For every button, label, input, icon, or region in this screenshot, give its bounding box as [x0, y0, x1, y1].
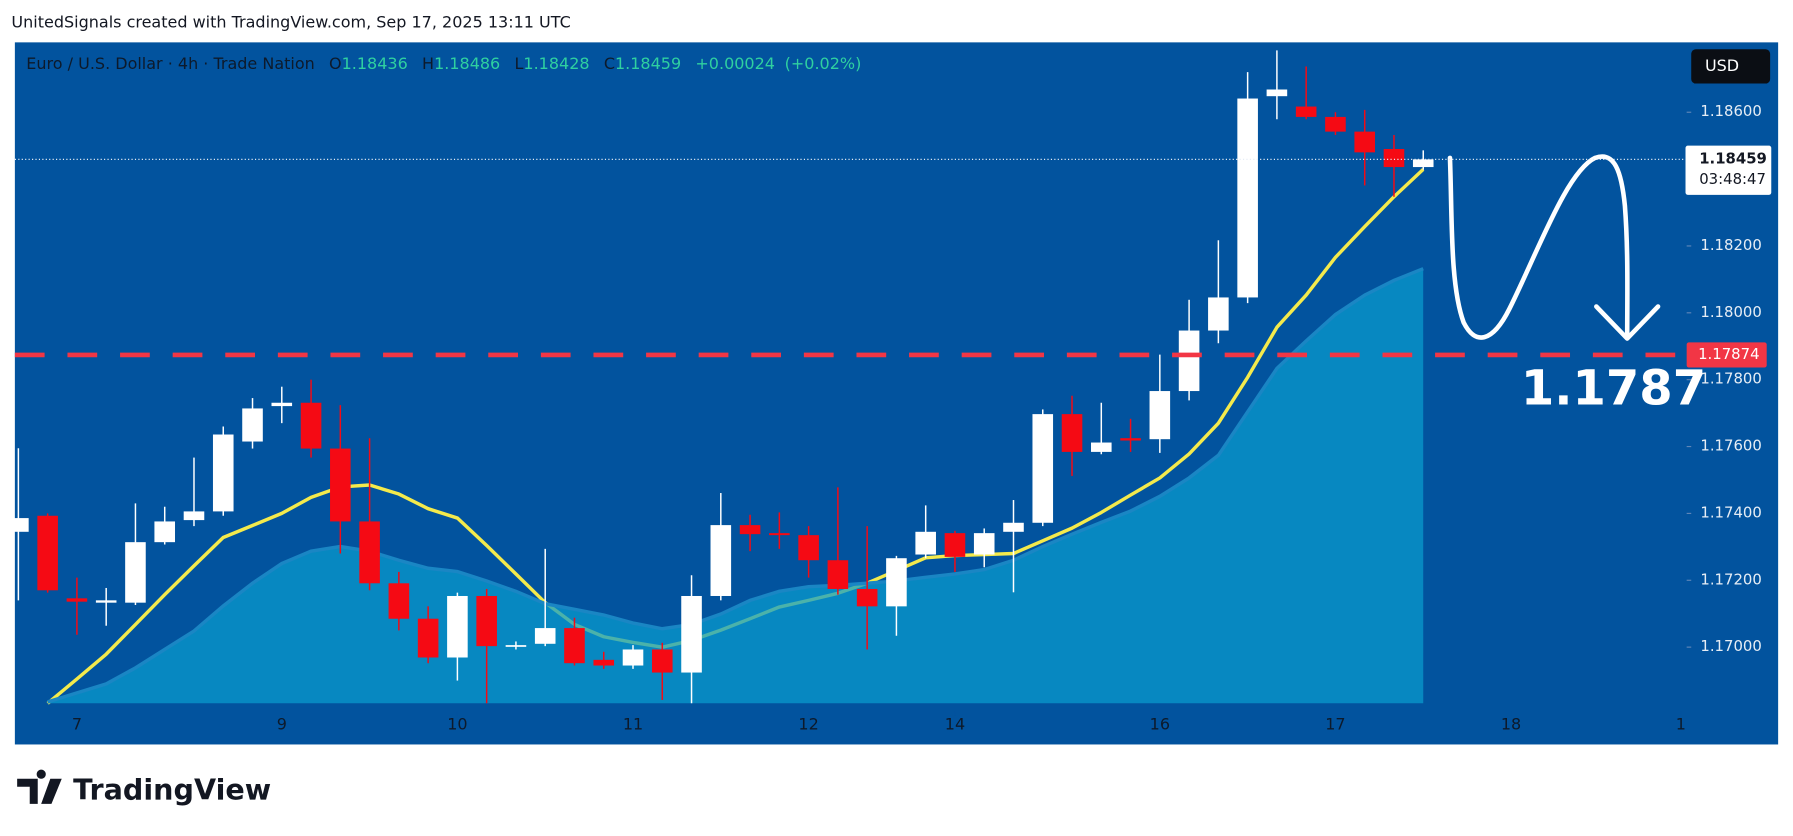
- x-tick-label: 17: [1325, 715, 1345, 734]
- candle-body: [681, 595, 702, 673]
- candle-body: [1178, 330, 1200, 392]
- overlay: 1.17000 1.17200 1.17400 1.17600 1.17800 1.180…: [14, 102, 1772, 734]
- x-tick-label: 12: [798, 715, 818, 734]
- change-pct: (+0.02%): [785, 54, 862, 73]
- currency[interactable]: USD: [1705, 56, 1739, 75]
- ohlc-key: H: [422, 54, 434, 73]
- credit: UnitedSignals created with TradingView.c…: [11, 12, 570, 31]
- x-tick-label: 16: [1150, 715, 1170, 734]
- candle-body: [95, 600, 117, 603]
- candle-body: [125, 542, 146, 603]
- candle-body: [1266, 89, 1288, 97]
- candle-body: [242, 408, 263, 442]
- ohlc-value: 1.18459: [615, 54, 681, 73]
- candle-body: [827, 560, 849, 589]
- currency-button[interactable]: [1691, 49, 1771, 84]
- ohlc-key: O: [329, 54, 342, 73]
- y-tick-label: 1.18000: [1700, 303, 1761, 321]
- x-tick-label: 18: [1501, 715, 1521, 734]
- y-tick-label: 1.18600: [1700, 102, 1761, 120]
- current-price-box: [1685, 145, 1772, 195]
- level-annotation: 1.1787: [1521, 361, 1706, 417]
- candle-body: [944, 533, 966, 557]
- countdown: 03:48:47: [1699, 170, 1766, 188]
- y-tick-label: 1.17600: [1700, 437, 1761, 455]
- candle-body: [37, 515, 58, 591]
- candle-body: [915, 531, 936, 555]
- candle-body: [417, 618, 439, 658]
- logo-text: TradingView: [73, 772, 271, 806]
- logo-icon: [17, 769, 62, 804]
- candle-body: [1237, 98, 1258, 298]
- y-tick-label: 1.17800: [1700, 370, 1761, 388]
- candle-body: [359, 521, 380, 584]
- candle-body: [710, 525, 732, 596]
- candle-body: [66, 598, 88, 602]
- candle-body: [1120, 438, 1141, 441]
- ma-area-edge: [47, 267, 1424, 704]
- ohlc-key: L: [514, 54, 523, 73]
- x-tick-label: 10: [447, 715, 467, 734]
- candle-body: [447, 595, 468, 658]
- candle-body: [1383, 149, 1405, 168]
- ohlc-value: 1.18428: [523, 54, 589, 73]
- candle-body: [300, 402, 322, 449]
- level-box: [1686, 342, 1767, 368]
- x-tick-label: 11: [623, 715, 643, 734]
- candle-body: [856, 588, 878, 607]
- ohlc-value: 1.18436: [342, 54, 408, 73]
- candle-body: [622, 649, 644, 666]
- level-label: 1.17874: [1698, 345, 1759, 363]
- candle-body: [1412, 159, 1434, 168]
- candle-body: [769, 533, 790, 536]
- candle-body: [534, 628, 556, 644]
- candle-body: [183, 511, 205, 521]
- candle-body: [212, 434, 234, 512]
- candle-body: [1325, 116, 1346, 132]
- x-tick-label: 7: [72, 715, 82, 734]
- candle-body: [1003, 522, 1024, 532]
- ohlc-value: 1.18486: [434, 54, 500, 73]
- y-tick-label: 1.17000: [1700, 637, 1761, 655]
- logo: TradingView: [17, 769, 271, 806]
- candle-body: [154, 521, 176, 543]
- candle-body: [388, 583, 410, 619]
- candle-body: [798, 535, 819, 561]
- candle-body: [739, 525, 761, 535]
- candle-body: [1295, 106, 1317, 117]
- y-tick-label: 1.17400: [1700, 503, 1761, 521]
- candle-body: [1061, 414, 1083, 452]
- x-tick-label: 14: [945, 715, 965, 734]
- symbol-title: Euro / U.S. Dollar · 4h · Trade Nation: [26, 54, 314, 73]
- candle-body: [1091, 442, 1112, 452]
- candle-body: [1032, 414, 1054, 523]
- x-tick-label: 1: [1676, 715, 1686, 734]
- candle-body: [271, 402, 293, 407]
- candle-body: [505, 645, 527, 647]
- x-tick-label: 9: [277, 715, 287, 734]
- hand-drawn-arrow: [1447, 154, 1661, 341]
- candle-body: [8, 518, 29, 532]
- candle-body: [564, 628, 585, 664]
- candle-body: [886, 558, 907, 607]
- candle-body: [1149, 391, 1171, 440]
- candle-body: [476, 595, 497, 647]
- ohlc-key: C: [604, 54, 615, 73]
- legend-header: Euro / U.S. Dollar · 4h · Trade Nation O…: [26, 54, 861, 73]
- change: +0.00024: [695, 54, 775, 73]
- current-price-label: 1.18459: [1699, 149, 1767, 167]
- candle-body: [651, 649, 673, 673]
- candle-body: [593, 659, 615, 666]
- y-tick-label: 1.17200: [1700, 570, 1761, 588]
- y-tick-label: 1.18200: [1700, 236, 1761, 254]
- candle-body: [330, 448, 351, 522]
- candle-body: [1354, 131, 1375, 153]
- plot-area: [8, 50, 1434, 705]
- candle-body: [1208, 297, 1229, 331]
- candle-body: [973, 533, 995, 555]
